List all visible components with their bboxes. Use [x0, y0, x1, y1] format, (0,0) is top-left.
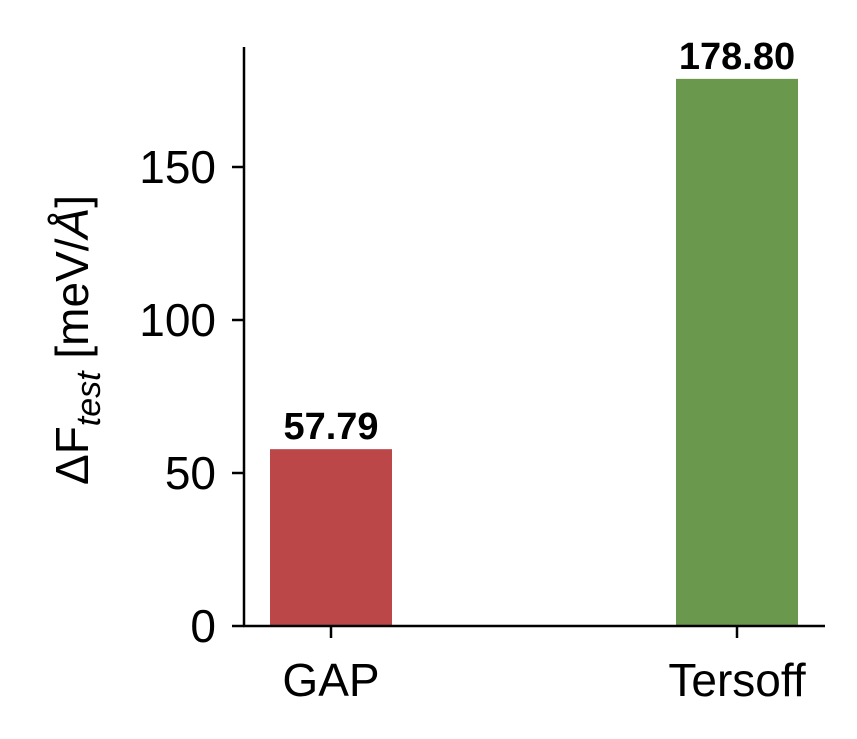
- x-tick-label-gap: GAP: [282, 654, 379, 706]
- data-labels-layer: 57.79 178.80: [283, 36, 795, 448]
- y-axis-title-subscript: test: [70, 370, 108, 426]
- y-axis-title: ΔFtest [meV/Å]: [46, 195, 108, 485]
- y-tick-label: 0: [190, 600, 216, 652]
- bar-gap: [270, 449, 392, 626]
- bars-layer: [270, 78, 798, 626]
- x-ticks: GAP Tersoff: [282, 626, 806, 706]
- y-axis-title-unit-close: ]: [46, 195, 98, 208]
- data-label-gap: 57.79: [283, 406, 378, 448]
- y-tick-label: 150: [139, 141, 216, 193]
- y-tick-label: 50: [165, 447, 216, 499]
- data-label-tersoff: 178.80: [679, 36, 795, 78]
- y-ticks: 0 50 100 150: [139, 141, 244, 652]
- y-axis-title-main: ΔF: [46, 426, 98, 485]
- bar-tersoff: [676, 78, 798, 626]
- y-axis-title-unit: [meV/: [46, 238, 98, 371]
- y-axis-title-unit-italic: Å: [46, 208, 98, 242]
- y-tick-label: 100: [139, 294, 216, 346]
- x-tick-label-tersoff: Tersoff: [668, 654, 805, 706]
